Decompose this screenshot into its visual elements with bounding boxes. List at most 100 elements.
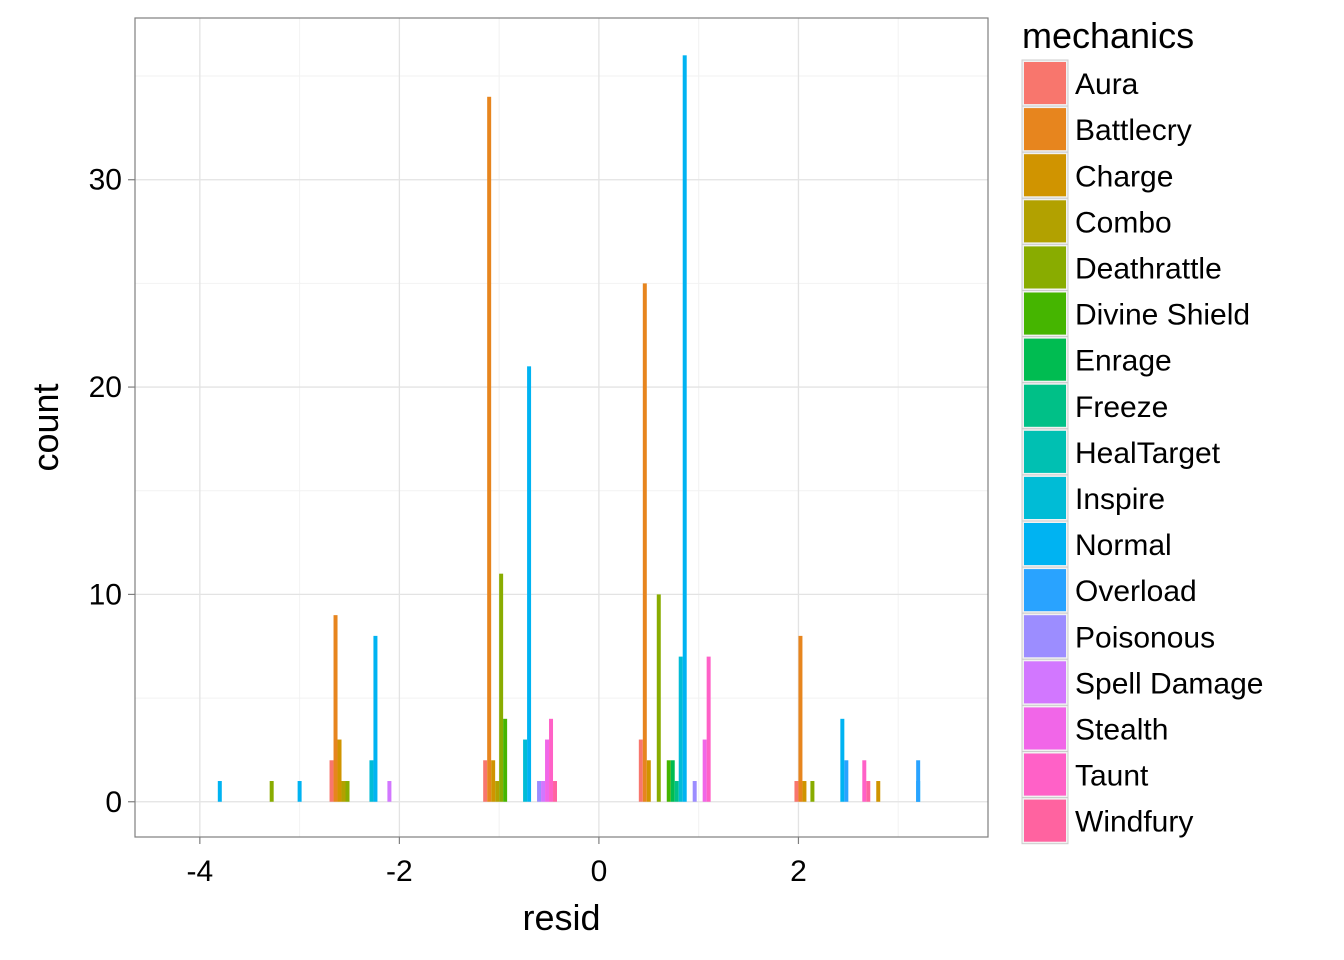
bar — [329, 760, 334, 802]
x-axis-ticks: -4 -2 0 2 — [187, 837, 807, 888]
x-tick-label: -4 — [187, 855, 214, 888]
panel-background — [135, 18, 988, 837]
legend-swatch — [1024, 384, 1066, 427]
bar — [802, 781, 807, 802]
legend-label: Battlecry — [1075, 114, 1192, 147]
x-axis-title: resid — [522, 897, 600, 938]
legend-swatch — [1024, 569, 1066, 612]
legend-swatch — [1024, 707, 1066, 750]
legend-swatch — [1024, 430, 1066, 473]
legend-swatch — [1024, 62, 1066, 105]
legend-label: Normal — [1075, 529, 1172, 562]
bar — [638, 739, 643, 802]
bar — [840, 718, 845, 802]
bar — [495, 781, 500, 802]
bar — [527, 366, 532, 802]
bar — [537, 781, 542, 802]
x-tick-label: -2 — [386, 855, 413, 888]
bar — [491, 760, 496, 802]
bar — [866, 781, 871, 802]
bar — [666, 760, 671, 802]
bar — [549, 718, 554, 802]
bar — [217, 781, 222, 802]
bar — [844, 760, 849, 802]
bar — [553, 781, 558, 802]
bar — [483, 760, 488, 802]
bar — [916, 760, 921, 802]
bar — [369, 760, 374, 802]
x-tick-label: 0 — [591, 855, 608, 888]
bar — [642, 283, 647, 802]
legend-swatch — [1024, 615, 1066, 658]
x-tick-label: 2 — [790, 855, 807, 888]
legend-label: Spell Damage — [1075, 667, 1263, 700]
legend-label: Freeze — [1075, 391, 1168, 424]
y-tick-label: 30 — [89, 164, 122, 197]
bar — [876, 781, 881, 802]
bars — [217, 55, 921, 802]
bar — [682, 55, 687, 802]
bar — [702, 739, 707, 802]
bar — [297, 781, 302, 802]
legend-title: mechanics — [1022, 15, 1194, 56]
legend-swatch — [1024, 154, 1066, 197]
bar — [692, 781, 697, 802]
bar — [487, 96, 492, 802]
legend-swatch — [1024, 246, 1066, 289]
legend-swatch — [1024, 292, 1066, 335]
legend-label: Taunt — [1075, 760, 1149, 793]
y-tick-label: 0 — [105, 786, 122, 819]
y-axis-ticks: 0 10 20 30 — [89, 164, 135, 819]
bar — [337, 739, 342, 802]
legend-swatch — [1024, 476, 1066, 519]
legend-label: HealTarget — [1075, 437, 1221, 470]
bar — [706, 656, 711, 802]
legend-swatch — [1024, 338, 1066, 381]
bar — [798, 635, 803, 802]
legend-label: Deathrattle — [1075, 252, 1222, 285]
bar — [810, 781, 815, 802]
legend-label: Charge — [1075, 160, 1173, 193]
panel-border — [134, 17, 989, 838]
legend-swatch — [1024, 108, 1066, 151]
bar — [373, 635, 378, 802]
bar — [523, 739, 528, 802]
legend-label: Enrage — [1075, 345, 1172, 378]
legend-swatch — [1024, 753, 1066, 796]
bar — [541, 781, 546, 802]
plot-panel — [134, 17, 989, 838]
bar — [646, 760, 651, 802]
legend-label: Overload — [1075, 575, 1197, 608]
bar — [345, 781, 350, 802]
bar — [674, 781, 679, 802]
legend-entries: Aura Battlecry Charge Combo Deathrattle Divin… — [1021, 59, 1263, 845]
legend: mechanics Aura Battlecry Charge Combo Deathr… — [1021, 15, 1263, 845]
legend-swatch — [1024, 661, 1066, 704]
legend-swatch — [1024, 799, 1066, 842]
bar — [545, 739, 550, 802]
legend-label: Aura — [1075, 68, 1139, 101]
legend-swatch — [1024, 523, 1066, 566]
legend-label: Combo — [1075, 206, 1172, 239]
bar — [341, 781, 346, 802]
bar — [656, 594, 661, 802]
bar — [503, 718, 508, 802]
bar — [862, 760, 867, 802]
legend-label: Windfury — [1075, 806, 1193, 839]
y-tick-label: 10 — [89, 578, 122, 611]
legend-swatch — [1024, 200, 1066, 243]
legend-label: Divine Shield — [1075, 299, 1250, 332]
bar — [333, 615, 338, 802]
y-axis-title: count — [25, 383, 66, 471]
legend-label: Inspire — [1075, 483, 1165, 516]
bar — [678, 656, 683, 802]
bar — [794, 781, 799, 802]
legend-label: Stealth — [1075, 713, 1168, 746]
legend-label: Poisonous — [1075, 621, 1215, 654]
bar — [269, 781, 274, 802]
bar — [670, 760, 675, 802]
bar — [387, 781, 392, 802]
minor-gridlines — [135, 18, 988, 837]
y-tick-label: 20 — [89, 371, 122, 404]
